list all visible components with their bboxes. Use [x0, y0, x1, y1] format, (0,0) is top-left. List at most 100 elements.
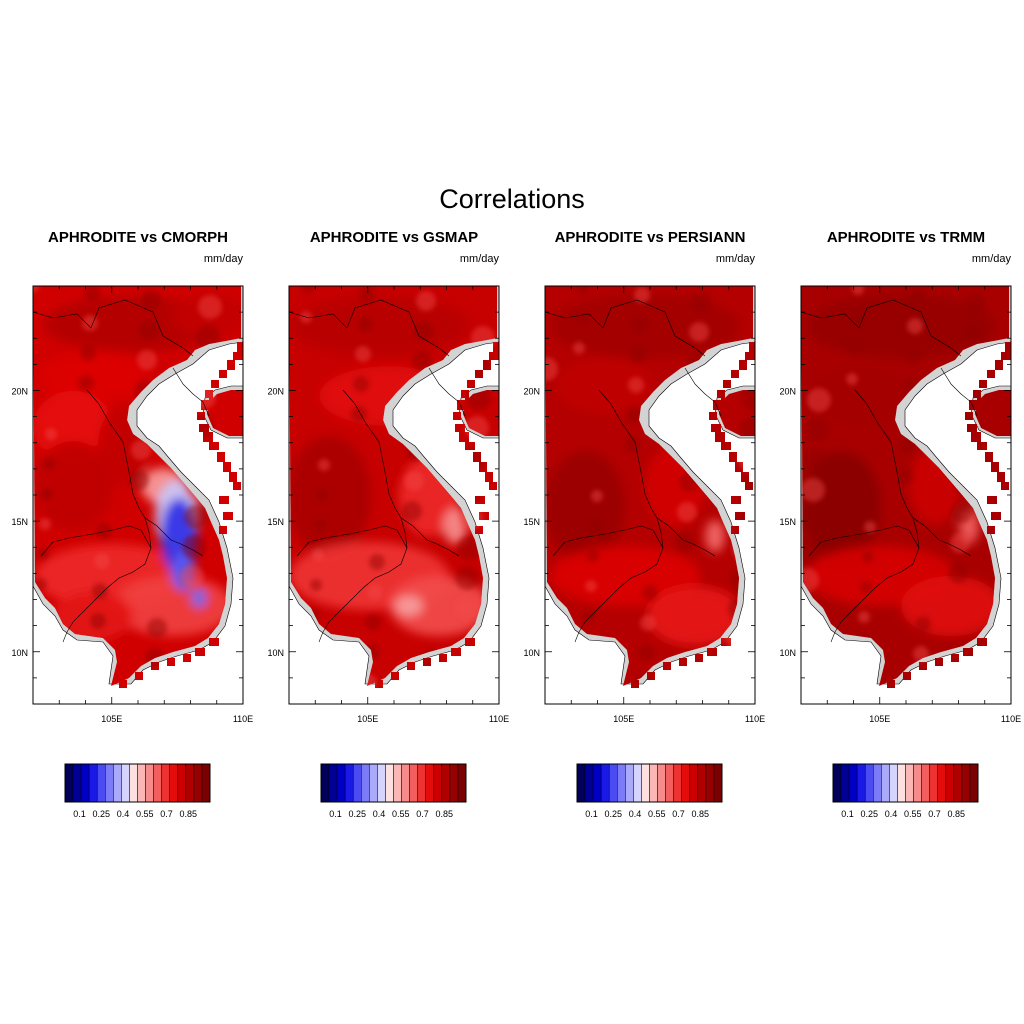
colorbar-label: 0.25	[604, 809, 622, 819]
lon-tick-label: 105E	[613, 714, 634, 724]
colorbar-swatch	[96, 763, 106, 803]
colorbar-label: 0.1	[841, 809, 854, 819]
lat-tick-label: 15N	[11, 517, 28, 527]
colorbar-swatch	[584, 763, 594, 803]
colorbar-swatch	[129, 763, 138, 803]
colorbar-label: 0.55	[392, 809, 410, 819]
colorbar: 0.1 0.25 0.4 0.55 0.7 0.85	[832, 763, 979, 819]
correlation-field	[801, 286, 1011, 688]
lat-tick-label: 20N	[11, 387, 28, 397]
colorbar-swatch	[121, 763, 130, 803]
colorbar-swatch	[840, 763, 850, 803]
colorbar-swatch	[625, 763, 634, 803]
colorbar-swatch	[457, 763, 467, 803]
colorbar-swatch	[921, 763, 930, 803]
colorbar-swatch	[193, 763, 203, 803]
colorbar-swatch	[185, 763, 195, 803]
colorbar-label: 0.1	[329, 809, 342, 819]
colorbar-swatch	[409, 763, 418, 803]
map-panel: APHRODITE vs TRMM mm/day 20N 15N 10N 105E 110E…	[779, 229, 1021, 819]
colorbar-swatch	[945, 763, 955, 803]
colorbar-swatch	[681, 763, 691, 803]
colorbar-label: 0.85	[435, 809, 453, 819]
colorbar-swatch	[320, 763, 330, 803]
colorbar-swatch	[873, 763, 882, 803]
colorbar-label: 0.1	[585, 809, 598, 819]
panel-title: APHRODITE vs PERSIANN	[555, 229, 746, 246]
panel-units: mm/day	[204, 253, 244, 265]
colorbar-swatch	[441, 763, 451, 803]
colorbar-swatch	[689, 763, 699, 803]
colorbar-label: 0.25	[348, 809, 366, 819]
colorbar-swatch	[105, 763, 114, 803]
colorbar-label: 0.25	[92, 809, 110, 819]
colorbar-swatch	[417, 763, 426, 803]
colorbar-swatch	[929, 763, 938, 803]
colorbar: 0.1 0.25 0.4 0.55 0.7 0.85	[64, 763, 211, 819]
colorbar-swatch	[344, 763, 354, 803]
lat-tick-label: 15N	[779, 517, 796, 527]
colorbar-swatch	[856, 763, 866, 803]
colorbar-label: 0.7	[928, 809, 941, 819]
lon-tick-label: 105E	[869, 714, 890, 724]
colorbar-label: 0.7	[160, 809, 173, 819]
colorbar-swatch	[80, 763, 90, 803]
colorbar-label: 0.85	[947, 809, 965, 819]
lat-tick-label: 10N	[523, 648, 540, 658]
colorbar-swatch	[88, 763, 98, 803]
colorbar-label: 0.4	[373, 809, 386, 819]
colorbar-swatch	[64, 763, 74, 803]
colorbar-swatch	[425, 763, 435, 803]
colorbar-label: 0.7	[416, 809, 429, 819]
colorbar-swatch	[697, 763, 707, 803]
colorbar-label: 0.55	[648, 809, 666, 819]
colorbar-swatch	[937, 763, 947, 803]
colorbar-swatch	[905, 763, 914, 803]
lon-tick-label: 105E	[357, 714, 378, 724]
colorbar-swatch	[969, 763, 979, 803]
colorbar-swatch	[449, 763, 459, 803]
panel-title: APHRODITE vs CMORPH	[48, 229, 228, 246]
lon-tick-label: 110E	[233, 714, 253, 724]
map-panel: APHRODITE vs CMORPH mm/day 20N 15N 10N 105E 11…	[11, 229, 253, 819]
colorbar-swatch	[72, 763, 82, 803]
colorbar-swatch	[913, 763, 922, 803]
map-panel: APHRODITE vs PERSIANN mm/day 20N 15N 10N 105E…	[523, 229, 765, 819]
colorbar-swatch	[649, 763, 658, 803]
lat-tick-label: 20N	[267, 387, 284, 397]
panel-units: mm/day	[972, 253, 1012, 265]
lat-tick-label: 20N	[523, 387, 540, 397]
colorbar-label: 0.4	[629, 809, 642, 819]
colorbar-swatch	[393, 763, 402, 803]
colorbar-swatch	[608, 763, 618, 803]
colorbar-swatch	[617, 763, 626, 803]
colorbar-swatch	[848, 763, 858, 803]
colorbar-swatch	[665, 763, 674, 803]
lat-tick-label: 10N	[267, 648, 284, 658]
colorbar-label: 0.85	[691, 809, 709, 819]
colorbar-label: 0.7	[672, 809, 685, 819]
lat-tick-label: 15N	[523, 517, 540, 527]
colorbar-label: 0.55	[136, 809, 154, 819]
lon-tick-label: 110E	[745, 714, 765, 724]
panel-title: APHRODITE vs TRMM	[827, 229, 985, 246]
colorbar-swatch	[897, 763, 906, 803]
colorbar-label: 0.85	[179, 809, 197, 819]
colorbar-swatch	[881, 763, 890, 803]
lon-tick-label: 110E	[1001, 714, 1021, 724]
colorbar-label: 0.25	[860, 809, 878, 819]
country-borders	[32, 299, 210, 643]
colorbar-label: 0.4	[885, 809, 898, 819]
colorbar-swatch	[953, 763, 963, 803]
figure-title: Correlations	[439, 184, 585, 214]
country-borders	[288, 299, 466, 643]
colorbar-swatch	[576, 763, 586, 803]
country-borders	[800, 299, 978, 643]
colorbar-swatch	[145, 763, 154, 803]
colorbar-label: 0.1	[73, 809, 86, 819]
colorbar-swatch	[633, 763, 642, 803]
colorbar-swatch	[113, 763, 122, 803]
colorbar-swatch	[673, 763, 682, 803]
colorbar-swatch	[961, 763, 971, 803]
